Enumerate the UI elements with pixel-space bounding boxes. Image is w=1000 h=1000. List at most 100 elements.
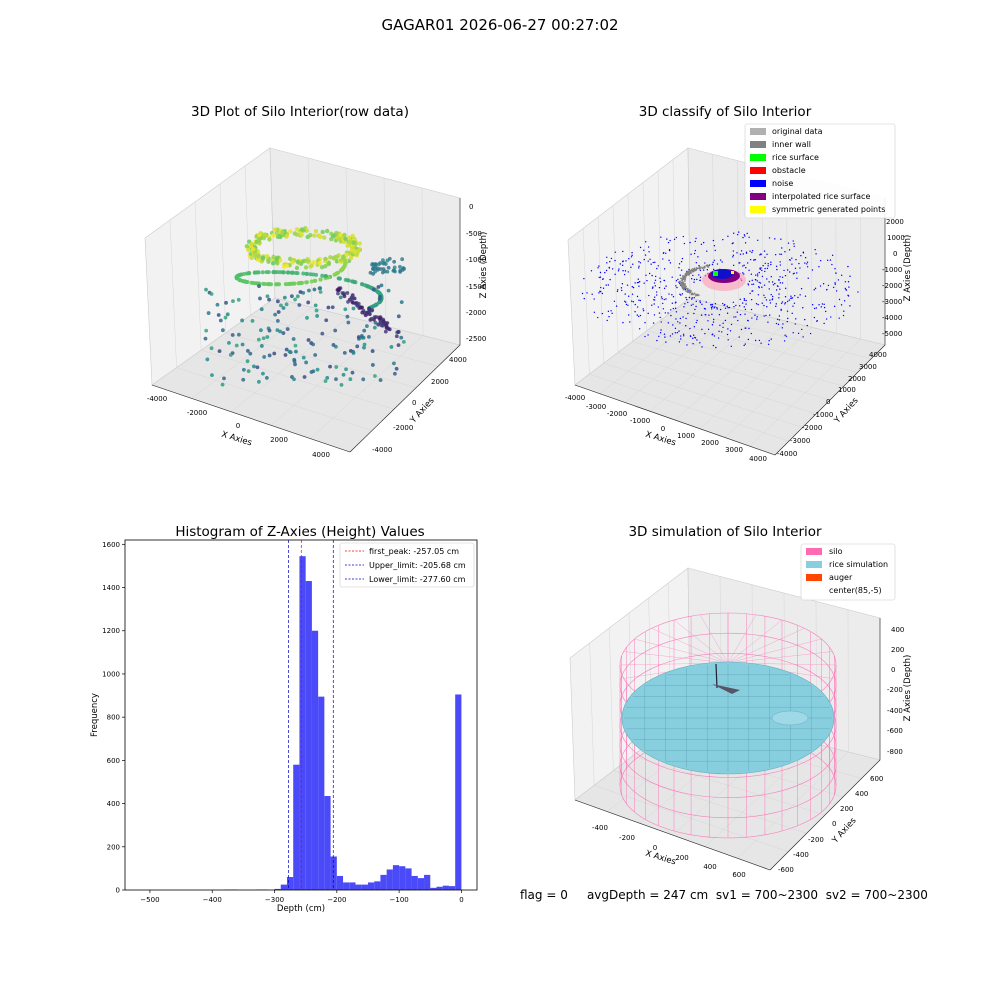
scatter-point bbox=[318, 277, 323, 282]
panel4-xtick: -200 bbox=[619, 834, 635, 842]
scatter-point bbox=[347, 239, 352, 245]
noise-point bbox=[676, 331, 679, 334]
scatter-point bbox=[209, 346, 214, 351]
noise-point bbox=[713, 307, 715, 309]
scatter-point bbox=[275, 318, 280, 323]
noise-point bbox=[751, 251, 753, 254]
noise-point bbox=[770, 293, 772, 296]
panel4-xtick: 200 bbox=[675, 854, 688, 862]
scatter-point bbox=[314, 272, 319, 277]
noise-point bbox=[677, 278, 679, 281]
legend-swatch-rice-surface bbox=[750, 154, 766, 161]
noise-point bbox=[692, 274, 694, 277]
scatter-point bbox=[273, 312, 278, 317]
noise-point bbox=[823, 306, 826, 309]
noise-point bbox=[677, 321, 679, 323]
noise-point bbox=[712, 321, 715, 323]
legend-label-original-data: original data bbox=[772, 127, 823, 136]
panel2-y-axis-line bbox=[774, 344, 886, 456]
noise-point bbox=[745, 303, 747, 305]
noise-point bbox=[744, 343, 746, 345]
silo-roof-spoke bbox=[634, 638, 729, 664]
noise-point bbox=[690, 304, 693, 306]
panel4-xtick: -400 bbox=[592, 824, 608, 832]
scatter-point bbox=[286, 270, 291, 275]
noise-point bbox=[844, 281, 847, 283]
noise-point bbox=[638, 265, 640, 267]
noise-point bbox=[791, 297, 793, 299]
scatter-point bbox=[261, 336, 266, 341]
scatter-point bbox=[272, 227, 277, 232]
noise-point bbox=[682, 316, 684, 318]
noise-point bbox=[780, 253, 783, 255]
scatter-point bbox=[361, 377, 366, 382]
panel4-legend: silo rice simulation auger center(85,-5) bbox=[800, 543, 896, 601]
scatter-point bbox=[380, 270, 385, 275]
noise-point bbox=[684, 303, 686, 305]
histogram-bar bbox=[355, 884, 362, 890]
scatter-point bbox=[392, 361, 396, 366]
noise-point bbox=[617, 289, 619, 291]
noise-point bbox=[775, 322, 778, 325]
noise-point bbox=[768, 288, 770, 290]
noise-point bbox=[634, 311, 636, 313]
scatter-point bbox=[278, 329, 283, 334]
symmetric-point bbox=[731, 271, 734, 274]
noise-point bbox=[802, 307, 804, 309]
scatter-point bbox=[346, 235, 352, 240]
panel4-ztick: 0 bbox=[891, 666, 895, 674]
scatter-point bbox=[344, 367, 348, 372]
inner-wall-point bbox=[684, 280, 686, 282]
scatter-point bbox=[241, 367, 246, 372]
noise-point bbox=[624, 270, 627, 272]
gridline bbox=[383, 177, 387, 327]
y-tick-label: 1400 bbox=[102, 584, 120, 592]
scatter-point bbox=[252, 364, 256, 369]
noise-point bbox=[676, 286, 678, 289]
scatter-point bbox=[345, 278, 350, 283]
scatter-point bbox=[367, 306, 371, 311]
noise-point bbox=[652, 286, 654, 288]
scatter-point bbox=[258, 230, 263, 236]
noise-point bbox=[795, 318, 797, 320]
scatter-point bbox=[380, 323, 385, 328]
histogram-bar bbox=[299, 556, 306, 890]
noise-point bbox=[783, 269, 785, 272]
inner-wall-point bbox=[694, 269, 696, 272]
silo-roof-spoke bbox=[623, 651, 729, 664]
noise-point bbox=[664, 312, 667, 314]
panel1-xlabel: X Axies bbox=[220, 430, 253, 449]
inner-wall-point bbox=[689, 269, 692, 272]
noise-point bbox=[756, 316, 758, 318]
inner-wall-point bbox=[687, 290, 690, 293]
scatter-point bbox=[399, 335, 404, 340]
scatter-point bbox=[378, 261, 383, 265]
scatter-point bbox=[285, 327, 290, 331]
noise-point bbox=[738, 336, 740, 338]
gridline bbox=[582, 228, 590, 375]
panel4-ytick: -200 bbox=[808, 836, 824, 844]
noise-point bbox=[795, 258, 797, 261]
noise-point bbox=[700, 243, 703, 246]
scatter-point bbox=[302, 375, 307, 379]
noise-point bbox=[748, 269, 750, 272]
panel3-title: Histogram of Z-Axies (Height) Values bbox=[175, 524, 425, 540]
panel2-ytick: 3000 bbox=[859, 363, 877, 371]
x-tick-label: −400 bbox=[203, 896, 222, 904]
noise-point bbox=[632, 263, 634, 265]
scatter-point bbox=[271, 270, 276, 275]
noise-point bbox=[767, 265, 769, 267]
noise-point bbox=[775, 289, 778, 291]
noise-point bbox=[754, 259, 757, 261]
scatter-point bbox=[320, 331, 325, 336]
noise-point bbox=[835, 290, 838, 292]
gridline bbox=[672, 159, 676, 309]
scatter-point bbox=[269, 282, 274, 287]
panel2-xtick: 0 bbox=[661, 425, 665, 433]
noise-point bbox=[717, 337, 720, 339]
legend-swatch-original-data bbox=[750, 128, 766, 135]
noise-point bbox=[667, 241, 670, 244]
noise-point bbox=[755, 303, 758, 305]
noise-point bbox=[605, 284, 607, 286]
noise-point bbox=[655, 294, 658, 296]
